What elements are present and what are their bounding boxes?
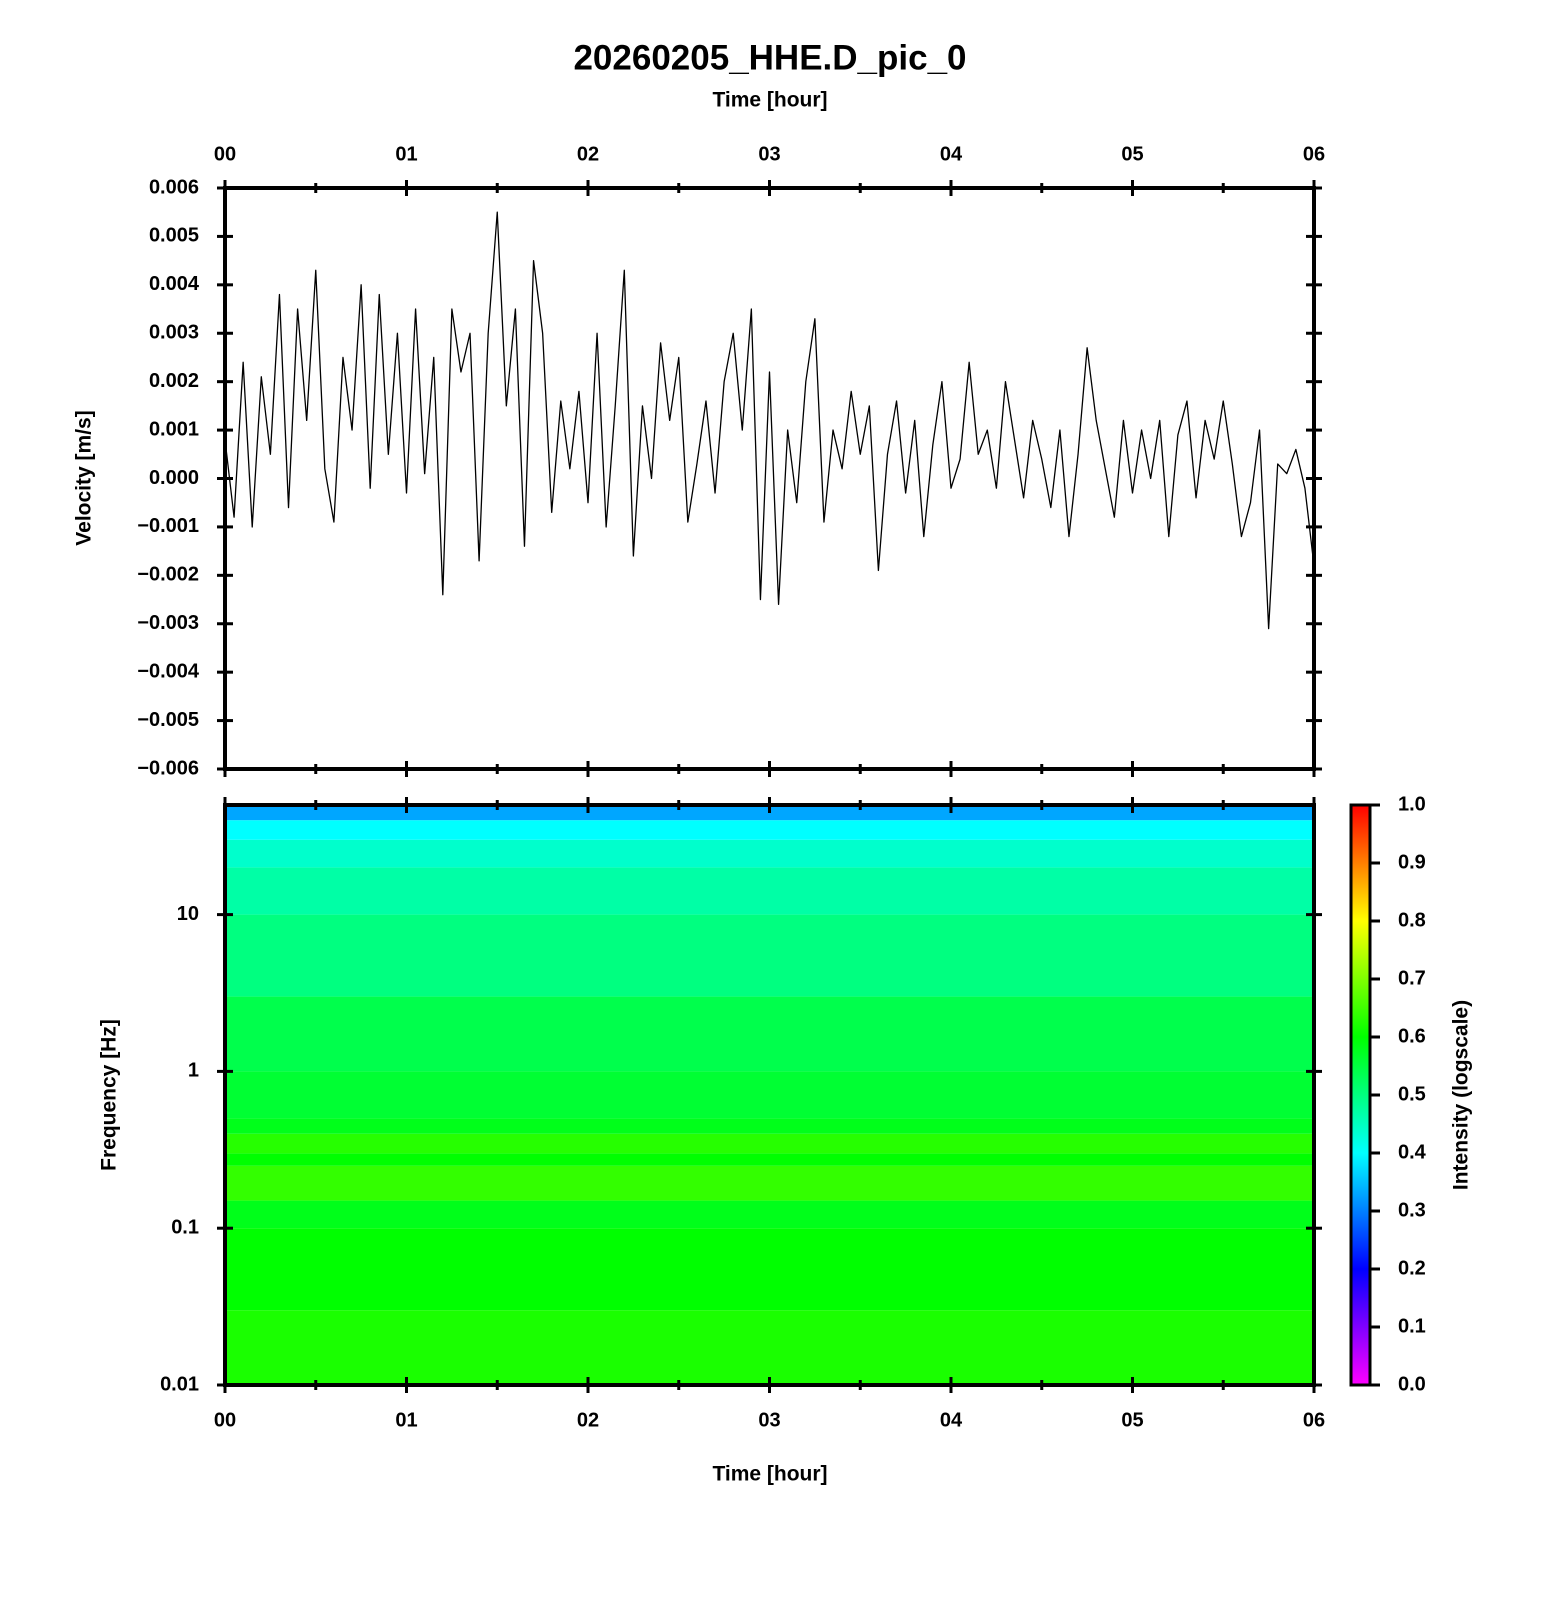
- spectrogram-band: [225, 1228, 1314, 1311]
- x-tick-label: 01: [395, 143, 417, 165]
- y-tick-label: 0.004: [149, 273, 200, 295]
- x-tick-label: 05: [1121, 143, 1143, 165]
- spectrogram-band: [225, 996, 1314, 1072]
- colorbar-tick-label: 0.0: [1398, 1373, 1426, 1395]
- colorbar-tick-label: 0.4: [1398, 1141, 1427, 1163]
- y-tick-label: 0.003: [149, 322, 199, 344]
- y-tick-label: −0.004: [137, 660, 200, 682]
- colorbar-tick-label: 0.1: [1398, 1315, 1426, 1337]
- y-tick-label: 0.005: [149, 225, 199, 247]
- chart-title: 20260205_HHE.D_pic_0: [573, 38, 966, 77]
- y-tick-label: 0.001: [149, 418, 199, 440]
- colorbar-tick-label: 0.3: [1398, 1199, 1426, 1221]
- x-tick-label: 03: [758, 1409, 780, 1431]
- x-tick-label: 06: [1303, 143, 1325, 165]
- colorbar-label: Intensity (logscale): [1450, 1000, 1473, 1190]
- y-tick-label: 0.000: [149, 467, 199, 489]
- colorbar-tick-label: 0.7: [1398, 967, 1426, 989]
- spectrogram-band: [225, 1071, 1314, 1119]
- y-tick-label: −0.003: [137, 612, 199, 634]
- x-tick-label: 02: [577, 1409, 599, 1431]
- velocity-trace: [224, 211, 1315, 630]
- colorbar: [1349, 803, 1372, 1387]
- y-tick-label: 0.002: [149, 370, 199, 392]
- x-tick-label: 06: [1303, 1409, 1325, 1431]
- spectrogram-band: [225, 1133, 1314, 1154]
- spectrogram-band: [225, 1153, 1314, 1166]
- x-tick-label: 00: [214, 143, 236, 165]
- y-tick-label: 0.006: [149, 176, 199, 198]
- x-axis-label: Time [hour]: [712, 1463, 827, 1486]
- x-tick-label: 04: [940, 1409, 963, 1431]
- plot-frame: [223, 803, 1316, 1387]
- x-tick-label: 02: [577, 143, 599, 165]
- colorbar-tick-label: 0.8: [1398, 909, 1426, 931]
- colorbar-tick-label: 1.0: [1398, 793, 1426, 815]
- y-tick-label: −0.005: [137, 709, 199, 731]
- x-tick-label: 00: [214, 1409, 236, 1431]
- y-tick-label: −0.006: [137, 757, 199, 779]
- y-axis-label: Velocity [m/s]: [73, 410, 96, 545]
- y-tick-label: 10: [177, 903, 199, 925]
- spectrogram-band: [225, 1118, 1314, 1134]
- y-tick-label: −0.002: [137, 564, 199, 586]
- spectrogram-band: [225, 1200, 1314, 1229]
- y-axis-label: Frequency [Hz]: [98, 1019, 121, 1171]
- x-tick-label: 05: [1121, 1409, 1143, 1431]
- spectrogram-band: [225, 914, 1314, 997]
- x-axis-label: Time [hour]: [712, 89, 827, 112]
- spectrogram-band: [225, 820, 1314, 840]
- colorbar-tick-label: 0.6: [1398, 1025, 1426, 1047]
- spectrogram-band: [225, 839, 1314, 868]
- x-tick-label: 01: [395, 1409, 417, 1431]
- x-tick-label: 03: [758, 143, 780, 165]
- colorbar-tick-label: 0.9: [1398, 851, 1426, 873]
- y-tick-label: 1: [188, 1060, 199, 1082]
- x-tick-label: 04: [940, 143, 963, 165]
- y-tick-label: 0.01: [160, 1373, 199, 1395]
- y-tick-label: −0.001: [137, 515, 199, 537]
- plot-frame: [223, 186, 1316, 771]
- y-tick-label: 0.1: [171, 1216, 199, 1238]
- colorbar-tick-label: 0.2: [1398, 1257, 1426, 1279]
- spectrogram-band: [225, 1310, 1314, 1385]
- spectrogram-band: [225, 1165, 1314, 1201]
- colorbar-tick-label: 0.5: [1398, 1083, 1426, 1105]
- spectrogram-band: [225, 867, 1314, 915]
